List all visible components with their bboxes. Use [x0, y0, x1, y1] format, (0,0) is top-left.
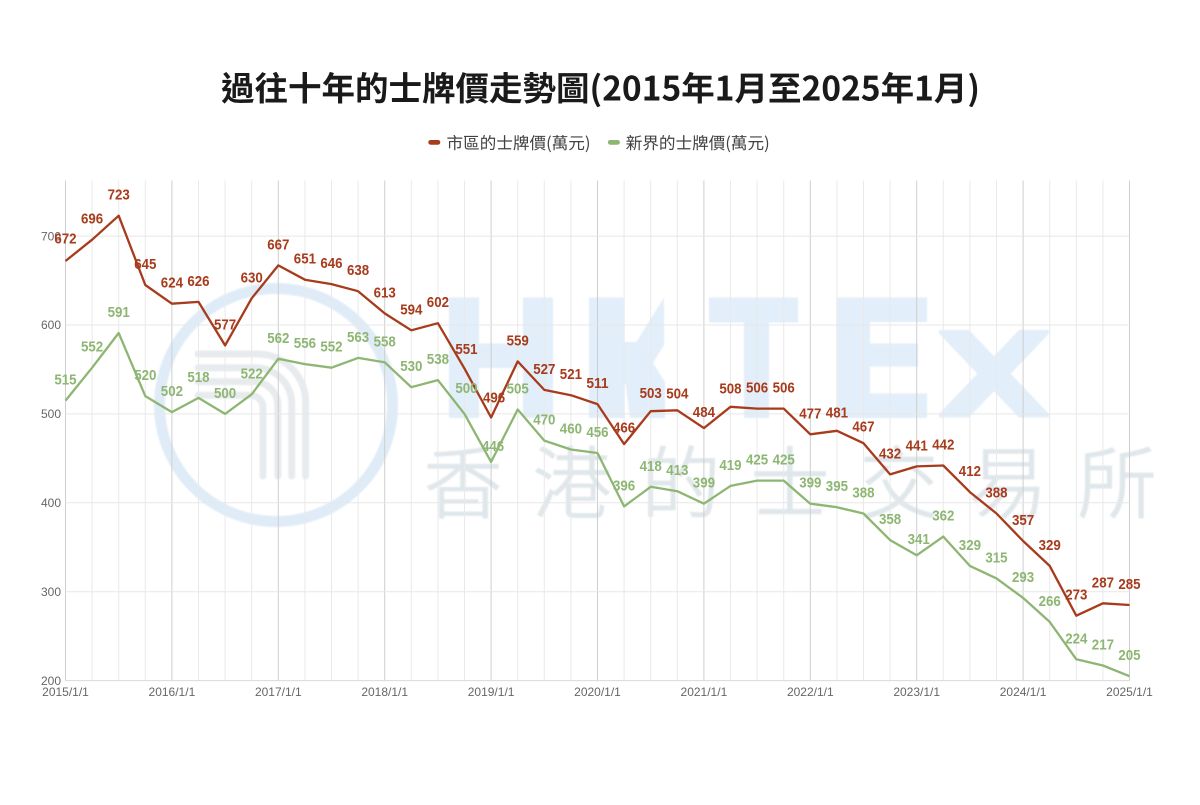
svg-text:646: 646 — [320, 256, 342, 272]
svg-text:273: 273 — [1065, 588, 1087, 604]
svg-text:442: 442 — [932, 438, 954, 454]
svg-text:538: 538 — [427, 352, 449, 368]
svg-text:508: 508 — [719, 381, 741, 397]
svg-text:2020/1/1: 2020/1/1 — [574, 685, 621, 699]
svg-text:552: 552 — [81, 340, 103, 356]
svg-text:329: 329 — [959, 538, 981, 554]
svg-text:551: 551 — [455, 342, 477, 358]
svg-text:466: 466 — [613, 421, 635, 437]
svg-text:2023/1/1: 2023/1/1 — [893, 685, 940, 699]
svg-text:723: 723 — [108, 188, 130, 204]
svg-text:418: 418 — [640, 459, 662, 475]
svg-text:506: 506 — [746, 381, 768, 397]
svg-text:2017/1/1: 2017/1/1 — [255, 685, 302, 699]
svg-text:399: 399 — [693, 476, 715, 492]
svg-text:520: 520 — [134, 368, 156, 384]
svg-text:2025/1/1: 2025/1/1 — [1106, 685, 1153, 699]
svg-text:287: 287 — [1092, 575, 1114, 591]
svg-text:527: 527 — [533, 362, 555, 378]
svg-text:300: 300 — [41, 585, 61, 599]
svg-text:505: 505 — [507, 382, 529, 398]
svg-text:500: 500 — [214, 386, 236, 402]
svg-text:329: 329 — [1039, 538, 1061, 554]
svg-text:205: 205 — [1118, 648, 1140, 664]
svg-text:700: 700 — [41, 229, 61, 243]
svg-text:638: 638 — [347, 263, 369, 279]
svg-text:399: 399 — [799, 476, 821, 492]
svg-text:224: 224 — [1065, 631, 1088, 647]
svg-text:613: 613 — [374, 285, 396, 301]
svg-text:341: 341 — [908, 532, 930, 548]
svg-text:500: 500 — [41, 407, 61, 421]
svg-text:446: 446 — [482, 439, 504, 455]
svg-text:400: 400 — [41, 496, 61, 510]
svg-text:504: 504 — [666, 386, 689, 402]
svg-text:594: 594 — [400, 302, 423, 318]
svg-text:467: 467 — [852, 420, 874, 436]
svg-text:552: 552 — [320, 340, 342, 356]
svg-text:200: 200 — [41, 674, 61, 688]
svg-text:630: 630 — [241, 270, 263, 286]
svg-text:515: 515 — [54, 373, 76, 389]
svg-text:2016/1/1: 2016/1/1 — [149, 685, 196, 699]
svg-text:425: 425 — [773, 453, 795, 469]
svg-text:425: 425 — [746, 453, 768, 469]
svg-text:530: 530 — [400, 359, 422, 375]
svg-text:558: 558 — [374, 334, 396, 350]
svg-text:413: 413 — [666, 463, 688, 479]
svg-text:559: 559 — [507, 333, 529, 349]
svg-text:266: 266 — [1039, 594, 1061, 610]
svg-text:502: 502 — [161, 384, 183, 400]
svg-text:362: 362 — [932, 509, 954, 525]
svg-text:645: 645 — [134, 257, 156, 273]
svg-text:456: 456 — [586, 425, 608, 441]
svg-text:522: 522 — [241, 366, 263, 382]
svg-text:651: 651 — [294, 252, 316, 268]
svg-text:432: 432 — [879, 446, 901, 462]
svg-text:441: 441 — [906, 438, 928, 454]
svg-text:481: 481 — [826, 405, 848, 421]
svg-text:562: 562 — [267, 331, 289, 347]
svg-text:496: 496 — [483, 391, 505, 407]
svg-text:602: 602 — [427, 295, 449, 311]
svg-text:419: 419 — [719, 458, 741, 474]
svg-text:556: 556 — [294, 336, 316, 352]
svg-text:521: 521 — [560, 367, 582, 383]
svg-text:577: 577 — [214, 317, 236, 333]
svg-text:315: 315 — [985, 550, 1007, 566]
svg-text:477: 477 — [799, 406, 821, 422]
svg-text:591: 591 — [108, 305, 130, 321]
svg-text:2021/1/1: 2021/1/1 — [681, 685, 728, 699]
svg-text:563: 563 — [347, 330, 369, 346]
svg-text:484: 484 — [693, 405, 716, 421]
svg-text:285: 285 — [1118, 577, 1140, 593]
svg-text:624: 624 — [161, 276, 184, 292]
svg-text:672: 672 — [54, 232, 76, 248]
svg-text:503: 503 — [640, 386, 662, 402]
svg-text:460: 460 — [560, 422, 582, 438]
svg-text:396: 396 — [613, 478, 635, 494]
svg-text:2015/1/1: 2015/1/1 — [42, 685, 89, 699]
svg-text:506: 506 — [773, 381, 795, 397]
svg-text:511: 511 — [586, 376, 608, 392]
svg-text:600: 600 — [41, 318, 61, 332]
svg-text:358: 358 — [879, 512, 901, 528]
svg-text:2019/1/1: 2019/1/1 — [468, 685, 515, 699]
svg-text:500: 500 — [455, 381, 477, 397]
svg-text:518: 518 — [187, 370, 209, 386]
svg-text:395: 395 — [826, 479, 848, 495]
svg-text:2022/1/1: 2022/1/1 — [787, 685, 834, 699]
svg-text:2018/1/1: 2018/1/1 — [361, 685, 408, 699]
svg-text:357: 357 — [1012, 513, 1034, 529]
svg-text:293: 293 — [1012, 570, 1034, 586]
svg-text:470: 470 — [533, 413, 555, 429]
svg-text:667: 667 — [267, 237, 289, 253]
svg-text:388: 388 — [985, 486, 1007, 502]
svg-text:217: 217 — [1092, 638, 1114, 654]
svg-text:2024/1/1: 2024/1/1 — [1000, 685, 1047, 699]
svg-text:412: 412 — [959, 464, 981, 480]
svg-text:696: 696 — [81, 212, 103, 228]
svg-text:388: 388 — [852, 486, 874, 502]
svg-text:626: 626 — [187, 274, 209, 290]
